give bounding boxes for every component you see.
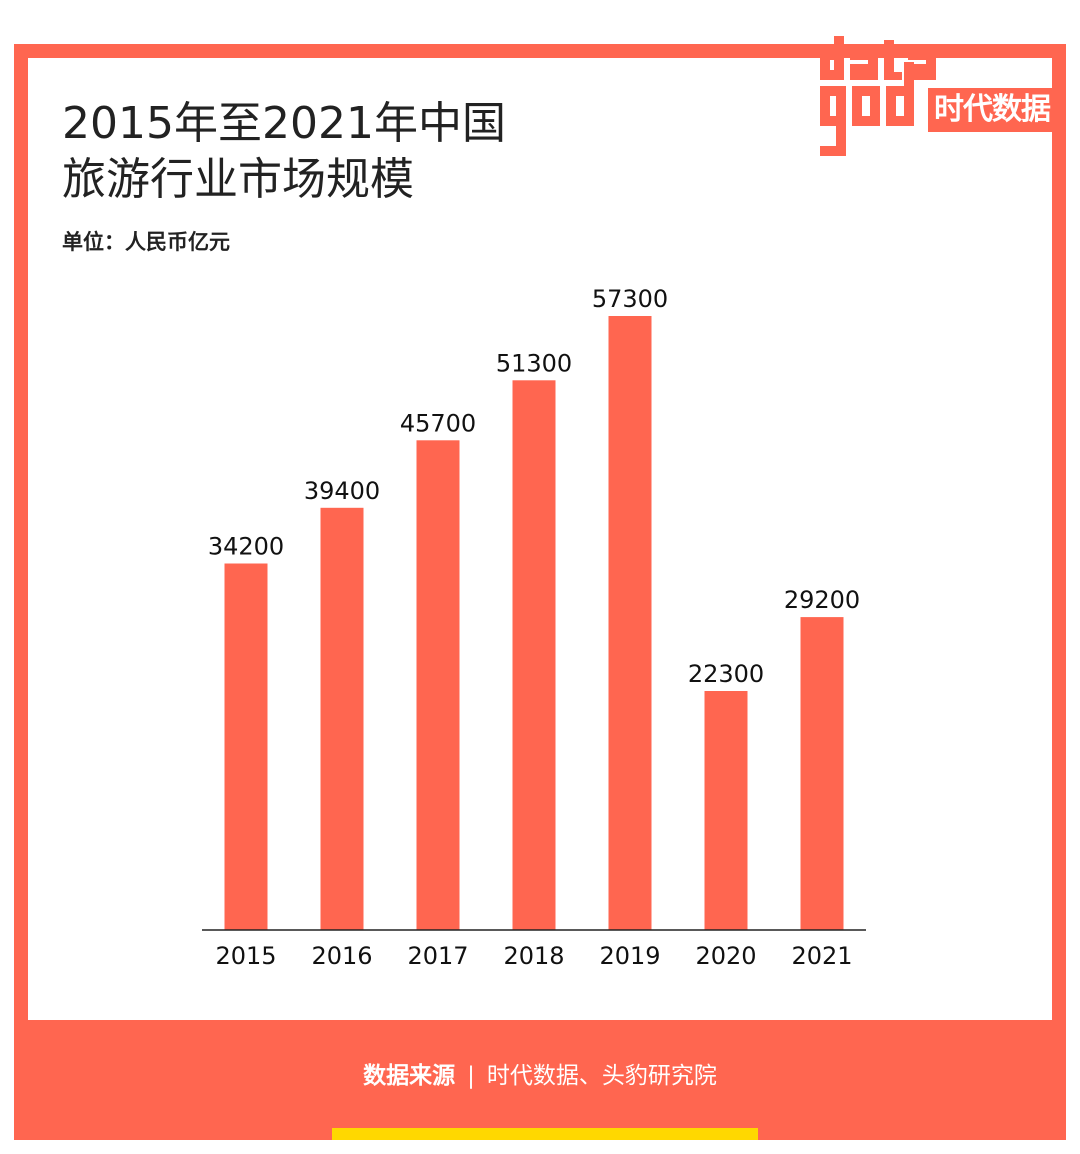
x-tick-2021: 2021 xyxy=(791,942,852,970)
value-label-2015: 34200 xyxy=(208,533,284,561)
bar-2019 xyxy=(608,316,652,930)
value-label-2017: 45700 xyxy=(400,409,476,437)
footer-accent-bar xyxy=(332,1128,758,1140)
bar-2020 xyxy=(704,691,748,930)
value-label-2019: 57300 xyxy=(592,285,668,313)
x-tick-2018: 2018 xyxy=(503,942,564,970)
datagod-logo xyxy=(820,36,936,156)
x-tick-2019: 2019 xyxy=(599,942,660,970)
logo-text: 时代数据 xyxy=(928,88,1056,132)
footer-source-text: 时代数据、头豹研究院 xyxy=(486,1063,717,1089)
x-tick-2017: 2017 xyxy=(407,942,468,970)
unit-label: 单位：人民币亿元 xyxy=(62,230,230,254)
chart-title-line-1: 2015年至2021年中国 xyxy=(62,98,506,149)
x-tick-2015: 2015 xyxy=(215,942,276,970)
footer-separator: | xyxy=(467,1063,475,1089)
footer-source: 数据来源 | 时代数据、头豹研究院 xyxy=(14,1056,1066,1090)
value-label-2018: 51300 xyxy=(496,349,572,377)
value-label-2020: 22300 xyxy=(688,660,764,688)
chart-title: 2015年至2021年中国 旅游行业市场规模 xyxy=(62,96,506,208)
x-tick-2016: 2016 xyxy=(311,942,372,970)
chart-title-line-2: 旅游行业市场规模 xyxy=(62,154,414,205)
bar-2015 xyxy=(224,563,268,930)
bar-2016 xyxy=(320,507,364,930)
bar-2018 xyxy=(512,380,556,930)
x-tick-2020: 2020 xyxy=(695,942,756,970)
bar-2021 xyxy=(800,617,844,930)
footer-label: 数据来源 xyxy=(363,1063,456,1089)
bar-2017 xyxy=(416,440,460,930)
value-label-2021: 29200 xyxy=(784,586,860,614)
value-label-2016: 39400 xyxy=(304,477,380,505)
